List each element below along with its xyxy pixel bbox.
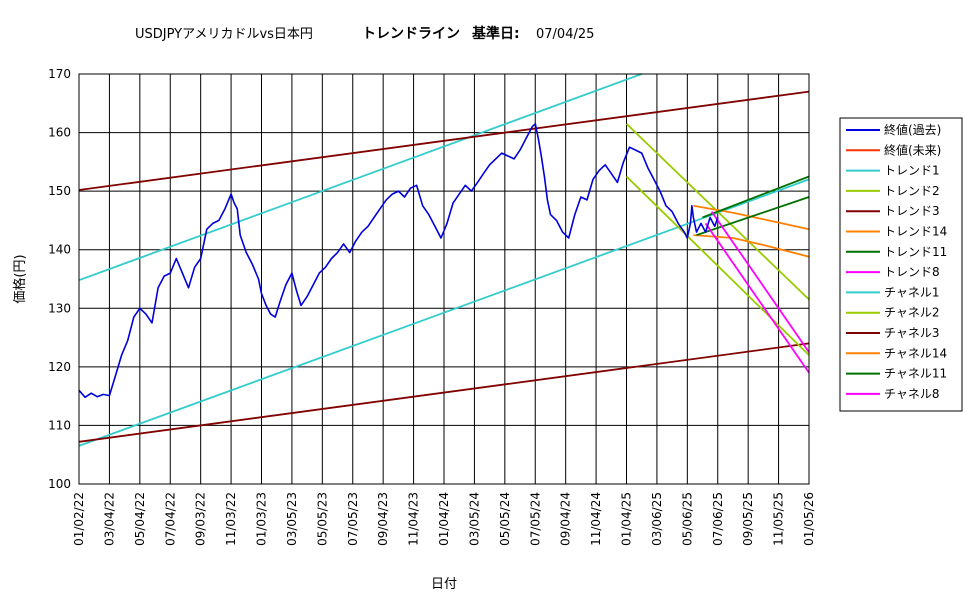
x-tick-label: 07/04/22 — [163, 492, 177, 546]
x-tick-label: 01/05/26 — [802, 492, 816, 546]
legend-label: チャネル3 — [884, 326, 940, 340]
legend-label: トレンド8 — [884, 265, 940, 279]
x-tick-label: 07/06/25 — [711, 492, 725, 546]
y-tick-label: 110 — [48, 418, 71, 432]
legend-label: トレンド14 — [884, 225, 947, 239]
legend-label: トレンド1 — [884, 164, 940, 178]
x-tick-label: 09/05/25 — [741, 492, 755, 546]
series-line-12 — [696, 196, 810, 236]
x-tick-label: 01/04/24 — [437, 492, 451, 546]
chart-title-base-label: 基準日: — [472, 25, 520, 42]
x-tick-label: 09/04/23 — [376, 492, 390, 546]
y-axis-label: 価格(円) — [12, 254, 28, 303]
x-tick-label: 11/04/24 — [589, 492, 603, 546]
x-axis-ticks: 01/02/22 03/04/22 05/04/22 07/04/22 09/03/22… — [72, 492, 816, 546]
x-tick-label: 05/05/23 — [315, 492, 329, 546]
y-tick-label: 140 — [48, 243, 71, 257]
series-line-9 — [625, 175, 810, 356]
x-tick-label: 07/05/24 — [528, 492, 542, 546]
x-tick-label: 03/05/23 — [285, 492, 299, 546]
legend-label: チャネル14 — [884, 346, 947, 360]
series-line-10 — [78, 342, 810, 443]
legend-label: チャネル8 — [884, 387, 940, 401]
series-line-13 — [704, 222, 810, 374]
legend: 終値(過去) 終値(未来) トレンド1 トレンド2 トレンド3 トレンド14 トレンド11 ト… — [839, 117, 963, 412]
y-tick-label: 170 — [48, 67, 71, 81]
series-line-4 — [78, 90, 810, 191]
x-axis-label: 日付 — [431, 577, 457, 592]
legend-label: トレンド3 — [884, 204, 940, 218]
x-tick-label: 11/03/22 — [224, 492, 238, 546]
y-tick-label: 160 — [48, 126, 71, 140]
x-tick-label: 11/05/25 — [772, 492, 786, 546]
x-tick-label: 01/02/22 — [72, 492, 86, 546]
chart-title-base-date: 07/04/25 — [536, 27, 594, 42]
x-tick-label: 05/04/22 — [133, 492, 147, 546]
x-tick-label: 03/06/25 — [650, 492, 664, 546]
chart-title-trend: トレンドライン — [362, 26, 460, 42]
series-line-2 — [78, 73, 643, 282]
y-tick-label: 120 — [48, 360, 71, 374]
x-tick-label: 11/04/23 — [407, 492, 421, 546]
series-line-7 — [710, 211, 810, 353]
series-line-8 — [78, 178, 810, 447]
chart-title-main: USDJPYアメリカドルvs日本円 — [135, 27, 313, 42]
series-layer — [78, 73, 810, 447]
series-line-0 — [78, 123, 719, 399]
legend-label: チャネル1 — [884, 285, 940, 299]
x-tick-label: 07/05/23 — [346, 492, 360, 546]
legend-label: 終値(未来) — [884, 142, 941, 157]
y-tick-label: 130 — [48, 301, 71, 315]
series-line-5 — [693, 204, 810, 231]
legend-box — [839, 117, 963, 412]
x-tick-label: 09/04/24 — [559, 492, 573, 546]
x-tick-label: 03/04/22 — [102, 492, 116, 546]
legend-label: 終値(過去) — [884, 122, 941, 137]
legend-label: トレンド2 — [884, 184, 940, 198]
legend-label: チャネル2 — [884, 306, 940, 320]
plot-frame — [78, 73, 810, 485]
series-line-11 — [693, 234, 810, 258]
x-tick-label: 03/05/24 — [467, 492, 481, 546]
legend-label: トレンド11 — [884, 245, 947, 259]
x-tick-label: 05/05/24 — [498, 492, 512, 546]
y-tick-label: 100 — [48, 477, 71, 491]
series-line-6 — [702, 175, 810, 219]
x-tick-label: 01/04/25 — [620, 492, 634, 546]
y-tick-label: 150 — [48, 184, 71, 198]
y-axis-ticks: 100 110 120 130 140 150 160 170 — [48, 67, 71, 491]
x-tick-label: 01/03/23 — [255, 492, 269, 546]
legend-label: チャネル11 — [884, 367, 947, 381]
x-tick-label: 09/03/22 — [194, 492, 208, 546]
x-tick-label: 05/06/25 — [680, 492, 694, 546]
